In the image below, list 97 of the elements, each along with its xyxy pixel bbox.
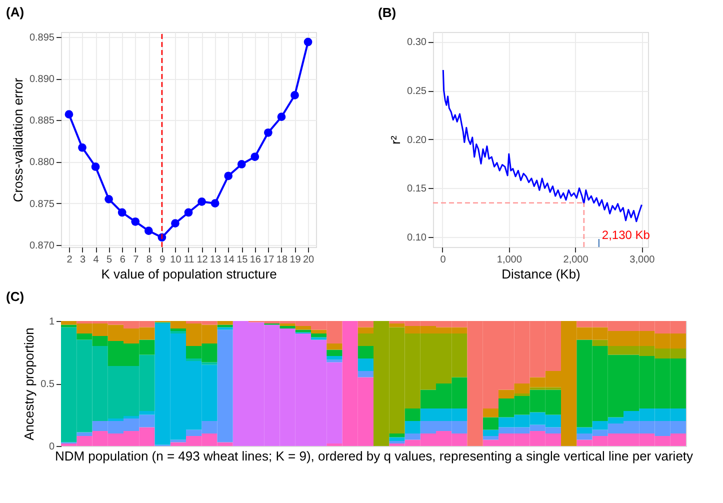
y-tick-label: 0.875 xyxy=(29,198,55,210)
y-tick-label: 1 xyxy=(48,316,55,328)
bar xyxy=(326,356,342,360)
bar xyxy=(202,362,218,365)
x-tick-label: 4 xyxy=(93,254,100,266)
bar xyxy=(358,346,374,358)
bar xyxy=(311,330,327,334)
y-tick-label: 0.25 xyxy=(407,86,427,98)
bar xyxy=(170,440,186,442)
y-axis-title: Cross-validation error xyxy=(10,77,26,202)
x-axis-title: NDM population (n = 493 wheat lines; K = 9), ordered by q values, representing a single vertical line per variety xyxy=(54,448,694,464)
bar xyxy=(76,432,92,436)
bar xyxy=(217,327,233,330)
x-tick-label: 1,000 xyxy=(496,254,522,266)
bar xyxy=(592,340,608,346)
bar xyxy=(404,408,420,421)
bar xyxy=(358,321,374,328)
point xyxy=(250,152,260,161)
x-tick-label: 14 xyxy=(223,254,235,266)
x-tick-label: 11 xyxy=(184,254,195,266)
point xyxy=(210,199,220,208)
x-tick-label: 3 xyxy=(80,254,86,266)
bar xyxy=(311,337,327,340)
bar xyxy=(389,437,405,441)
x-tick-label: 2 xyxy=(66,254,73,266)
x-tick-label: 18 xyxy=(276,254,288,266)
bar xyxy=(61,324,77,328)
x-tick-label: 2,000 xyxy=(563,254,589,266)
bar xyxy=(482,417,498,430)
point xyxy=(277,112,286,122)
y-tick-label: 0.885 xyxy=(29,116,55,127)
x-axis-title: K value of population structure xyxy=(101,266,277,282)
point xyxy=(198,197,206,206)
chart-title: (B) xyxy=(378,5,396,20)
point xyxy=(290,91,299,100)
chart-title: (C) xyxy=(6,289,24,304)
bar xyxy=(482,436,498,440)
bar xyxy=(311,334,327,338)
x-tick-label: 5 xyxy=(106,254,113,266)
y-tick-label: 0.870 xyxy=(29,240,55,252)
bar xyxy=(482,408,498,418)
line-series xyxy=(442,69,642,222)
point xyxy=(144,226,153,235)
y-tick-label: 0.30 xyxy=(407,37,427,48)
ref-line-label: 2,130 Kb xyxy=(602,228,650,242)
x-tick-label: 13 xyxy=(210,254,222,266)
point xyxy=(224,172,233,180)
y-tick-label: 0 xyxy=(48,442,55,452)
bar xyxy=(326,360,342,362)
bar xyxy=(358,358,374,371)
bar xyxy=(404,421,420,434)
x-tick-label: 12 xyxy=(196,254,208,266)
x-tick-label: 15 xyxy=(236,254,248,266)
x-tick-label: 20 xyxy=(302,254,315,266)
point xyxy=(131,217,140,226)
y-tick-label: 0.880 xyxy=(29,157,55,168)
y-tick-label: 0.10 xyxy=(407,232,427,244)
x-tick-label: 6 xyxy=(120,254,126,266)
point xyxy=(264,128,272,137)
y-tick-label: 0.890 xyxy=(29,74,55,86)
y-tick-label: 0.5 xyxy=(40,379,55,390)
bar xyxy=(217,324,233,328)
bar xyxy=(326,344,342,350)
bar xyxy=(482,430,498,436)
bar xyxy=(404,434,420,440)
point xyxy=(118,208,126,217)
bar xyxy=(295,330,311,332)
x-tick-label: 0 xyxy=(440,254,446,266)
y-axis-title: Ancestry proportion xyxy=(22,328,37,440)
point xyxy=(78,143,86,152)
point xyxy=(171,219,180,228)
y-tick-label: 0.15 xyxy=(407,184,427,195)
bar xyxy=(326,350,342,356)
bar xyxy=(358,371,374,378)
x-tick-label: 16 xyxy=(250,254,262,266)
x-tick-label: 8 xyxy=(146,254,152,266)
x-tick-label: 19 xyxy=(290,254,302,266)
y-tick-label: 0.895 xyxy=(29,32,55,44)
point xyxy=(237,160,246,168)
bar xyxy=(217,321,233,325)
y-axis-title: r² xyxy=(388,135,404,144)
point xyxy=(91,162,100,171)
x-tick-label: 10 xyxy=(170,254,182,266)
x-tick-label: 17 xyxy=(263,254,275,266)
point xyxy=(64,110,74,119)
bar xyxy=(358,327,374,334)
point xyxy=(184,208,193,217)
x-axis-title: Distance (Kb) xyxy=(502,266,580,282)
bar xyxy=(389,434,405,438)
bar xyxy=(295,326,311,330)
x-tick-label: 3,000 xyxy=(630,254,656,266)
x-tick-label: 7 xyxy=(133,254,140,266)
x-tick-label: 9 xyxy=(160,254,166,266)
point xyxy=(304,38,312,46)
point xyxy=(104,195,113,204)
chart-title: (A) xyxy=(6,4,24,20)
y-tick-label: 0.20 xyxy=(407,134,427,146)
